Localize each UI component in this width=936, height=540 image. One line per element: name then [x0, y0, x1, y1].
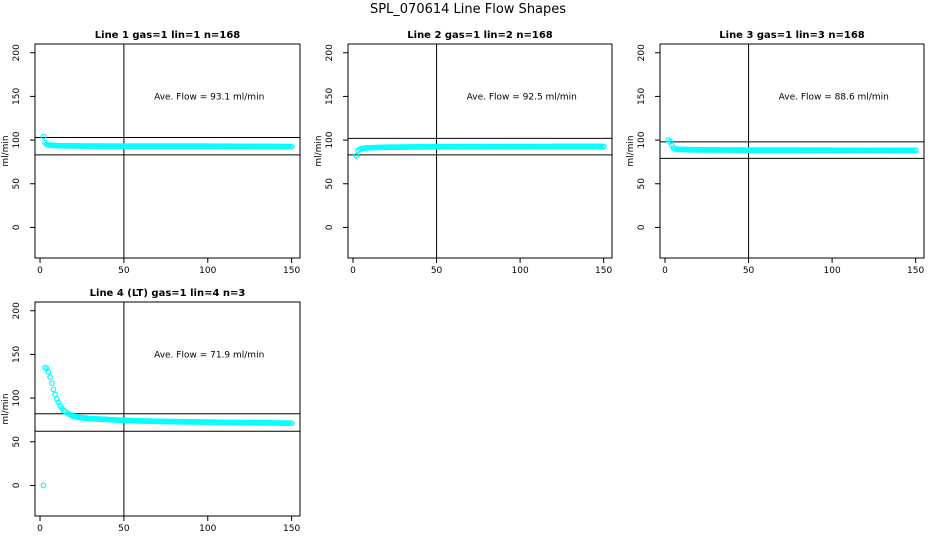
plot-frame [34, 301, 301, 517]
x-tick-label: 50 [118, 524, 130, 534]
x-tick-label: 150 [595, 266, 612, 276]
average-flow-annotation: Ave. Flow = 71.9 ml/min [154, 350, 264, 360]
x-tick-label: 50 [431, 266, 443, 276]
y-tick-label: 100 [637, 131, 647, 148]
plot-panel-1: Line 1 gas=1 lin=1 n=168 0 50 100 150 0 50 100 1… [1, 30, 301, 276]
x-tick-label: 50 [118, 266, 130, 276]
average-flow-annotation: Ave. Flow = 93.1 ml/min [154, 92, 264, 102]
x-tick-label: 100 [824, 266, 841, 276]
y-axis-label: ml/min [1, 135, 11, 166]
y-tick-label: 150 [12, 346, 22, 363]
y-tick-label: 100 [12, 389, 22, 406]
x-tick-label: 100 [512, 266, 529, 276]
x-tick-label: 150 [283, 524, 300, 534]
y-axis-label: ml/min [314, 135, 324, 166]
y-tick-label: 200 [12, 302, 22, 319]
y-axis-label: ml/min [626, 135, 636, 166]
data-point [45, 368, 52, 375]
y-tick-label: 50 [12, 436, 22, 448]
x-tick-label: 0 [662, 266, 668, 276]
data-point [600, 143, 607, 150]
y-tick-label: 0 [637, 224, 647, 230]
plot-title: Line 3 gas=1 lin=3 n=168 [719, 30, 865, 41]
average-flow-annotation: Ave. Flow = 88.6 ml/min [779, 92, 889, 102]
y-tick-label: 200 [325, 44, 335, 61]
y-tick-label: 100 [325, 131, 335, 148]
data-point [288, 420, 295, 427]
average-flow-annotation: Ave. Flow = 92.5 ml/min [467, 92, 577, 102]
y-tick-label: 50 [12, 178, 22, 190]
y-tick-label: 50 [325, 178, 335, 190]
y-tick-label: 150 [637, 88, 647, 105]
plot-panel-3: Line 3 gas=1 lin=3 n=168 0 50 100 150 0 50 100 1… [626, 30, 925, 276]
y-tick-label: 200 [637, 44, 647, 61]
x-tick-label: 150 [907, 266, 924, 276]
y-tick-label: 0 [12, 224, 22, 230]
x-tick-label: 0 [37, 266, 43, 276]
y-axis-label: ml/min [1, 393, 11, 424]
y-tick-label: 0 [12, 482, 22, 488]
page-title: SPL_070614 Line Flow Shapes [369, 2, 567, 17]
y-tick-label: 100 [12, 131, 22, 148]
data-point [353, 152, 360, 159]
x-tick-label: 50 [743, 266, 755, 276]
plot-panel-2: Line 2 gas=1 lin=2 n=168 0 50 100 150 0 50 100 1… [314, 30, 613, 276]
data-point [48, 380, 55, 387]
plot-panel-4: Line 4 (LT) gas=1 lin=4 n=3 0 50 100 150 0 50 1… [1, 288, 301, 534]
data-point [288, 143, 295, 150]
y-tick-label: 0 [325, 224, 335, 230]
x-tick-label: 100 [199, 266, 216, 276]
plot-title: Line 4 (LT) gas=1 lin=4 n=3 [90, 288, 246, 299]
y-tick-label: 150 [325, 88, 335, 105]
x-tick-label: 0 [350, 266, 356, 276]
x-tick-label: 0 [37, 524, 43, 534]
data-point [47, 374, 53, 381]
plot-frame [347, 43, 613, 259]
x-tick-label: 100 [199, 524, 216, 534]
y-tick-label: 50 [637, 178, 647, 190]
y-tick-label: 200 [12, 44, 22, 61]
data-point [40, 133, 47, 140]
plot-frame [34, 43, 301, 259]
y-tick-label: 150 [12, 88, 22, 105]
plot-frame [659, 43, 925, 259]
plot-title: Line 2 gas=1 lin=2 n=168 [407, 30, 553, 41]
data-point [40, 482, 47, 489]
data-point [50, 386, 57, 393]
data-point [912, 147, 919, 154]
x-tick-label: 150 [283, 266, 300, 276]
plot-title: Line 1 gas=1 lin=1 n=168 [95, 30, 241, 41]
